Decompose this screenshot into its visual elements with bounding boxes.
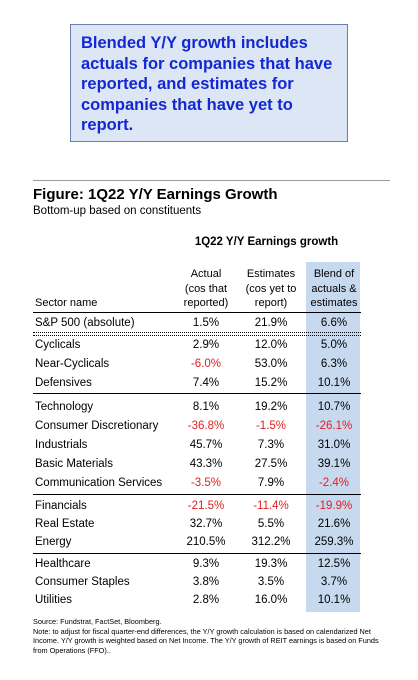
- actual-value: 3.8%: [176, 573, 236, 592]
- estimate-value: 7.3%: [240, 436, 302, 455]
- blend-value: 39.1%: [307, 455, 361, 474]
- table-row: Technology 8.1% 19.2% 10.7%: [0, 398, 418, 417]
- actual-value: 32.7%: [176, 515, 236, 534]
- table-row: Cyclicals 2.9% 12.0% 5.0%: [0, 336, 418, 355]
- sector-name: Energy: [35, 533, 71, 552]
- estimate-value: 21.9%: [240, 314, 302, 333]
- estimate-value: 19.3%: [240, 555, 302, 574]
- actual-value: -21.5%: [176, 497, 236, 516]
- sector-name: Consumer Staples: [35, 573, 130, 592]
- table-row: Consumer Staples 3.8% 3.5% 3.7%: [0, 573, 418, 592]
- sector-name: Utilities: [35, 591, 72, 610]
- blend-value: 6.3%: [307, 355, 361, 374]
- figure-subtitle: Bottom-up based on constituents: [33, 205, 201, 217]
- group-rule: [33, 494, 361, 495]
- sector-name: Technology: [35, 398, 93, 417]
- actual-value: 8.1%: [176, 398, 236, 417]
- actual-value: 9.3%: [176, 555, 236, 574]
- blend-value: 10.7%: [307, 398, 361, 417]
- blend-value: -2.4%: [307, 474, 361, 493]
- table-row: Financials -21.5% -11.4% -19.9%: [0, 497, 418, 516]
- blend-value: 6.6%: [307, 314, 361, 333]
- sector-name: S&P 500 (absolute): [35, 314, 135, 333]
- table-row: Real Estate 32.7% 5.5% 21.6%: [0, 515, 418, 534]
- table-row: Near-Cyclicals -6.0% 53.0% 6.3%: [0, 355, 418, 374]
- header-actual: Actual (cos that reported): [176, 267, 236, 311]
- table-row: Defensives 7.4% 15.2% 10.1%: [0, 374, 418, 393]
- actual-value: -3.5%: [176, 474, 236, 493]
- header-estimate: Estimates (cos yet to report): [240, 267, 302, 311]
- table-row: Healthcare 9.3% 19.3% 12.5%: [0, 555, 418, 574]
- sector-name: Cyclicals: [35, 336, 80, 355]
- blend-value: 21.6%: [307, 515, 361, 534]
- blend-value: 12.5%: [307, 555, 361, 574]
- header-blend: Blend of actuals & estimates: [307, 267, 361, 311]
- actual-value: 2.9%: [176, 336, 236, 355]
- table-row: Industrials 45.7% 7.3% 31.0%: [0, 436, 418, 455]
- estimate-value: 27.5%: [240, 455, 302, 474]
- estimate-value: 3.5%: [240, 573, 302, 592]
- figure-top-rule: [33, 180, 390, 181]
- callout-box: Blended Y/Y growth includes actuals for …: [70, 24, 348, 142]
- blend-value: 10.1%: [307, 591, 361, 610]
- group-rule: [33, 553, 361, 554]
- table-row: Utilities 2.8% 16.0% 10.1%: [0, 591, 418, 610]
- source-line: Source: Fundstrat, FactSet, Bloomberg.: [33, 617, 383, 627]
- source-note: Source: Fundstrat, FactSet, Bloomberg. N…: [33, 617, 383, 655]
- table-row: Basic Materials 43.3% 27.5% 39.1%: [0, 455, 418, 474]
- estimate-value: 5.5%: [240, 515, 302, 534]
- table-group-title: 1Q22 Y/Y Earnings growth: [173, 236, 360, 248]
- estimate-value: 16.0%: [240, 591, 302, 610]
- blend-value: 3.7%: [307, 573, 361, 592]
- blend-value: 5.0%: [307, 336, 361, 355]
- sector-name: Basic Materials: [35, 455, 113, 474]
- estimate-value: 19.2%: [240, 398, 302, 417]
- callout-text: Blended Y/Y growth includes actuals for …: [81, 34, 332, 134]
- actual-value: 1.5%: [176, 314, 236, 333]
- estimate-value: 12.0%: [240, 336, 302, 355]
- sector-name: Consumer Discretionary: [35, 417, 158, 436]
- blend-value: 10.1%: [307, 374, 361, 393]
- group-rule: [33, 393, 361, 394]
- estimate-value: 312.2%: [240, 533, 302, 552]
- figure-title: Figure: 1Q22 Y/Y Earnings Growth: [33, 186, 278, 203]
- sector-name: Defensives: [35, 374, 92, 393]
- blend-value: 31.0%: [307, 436, 361, 455]
- sector-name: Industrials: [35, 436, 87, 455]
- sector-name: Healthcare: [35, 555, 91, 574]
- actual-value: -36.8%: [176, 417, 236, 436]
- estimate-value: 7.9%: [240, 474, 302, 493]
- sector-name: Real Estate: [35, 515, 94, 534]
- sector-name: Near-Cyclicals: [35, 355, 109, 374]
- actual-value: -6.0%: [176, 355, 236, 374]
- header-sector: Sector name: [35, 297, 97, 309]
- table-row: Communication Services -3.5% 7.9% -2.4%: [0, 474, 418, 493]
- sector-name: Financials: [35, 497, 87, 516]
- actual-value: 45.7%: [176, 436, 236, 455]
- estimate-value: 53.0%: [240, 355, 302, 374]
- table-row: Energy 210.5% 312.2% 259.3%: [0, 533, 418, 552]
- estimate-value: -11.4%: [240, 497, 302, 516]
- table-row: S&P 500 (absolute) 1.5% 21.9% 6.6%: [0, 314, 418, 333]
- actual-value: 43.3%: [176, 455, 236, 474]
- blend-value: 259.3%: [307, 533, 361, 552]
- header-rule: [33, 312, 361, 313]
- estimate-value: -1.5%: [240, 417, 302, 436]
- blend-value: -26.1%: [307, 417, 361, 436]
- actual-value: 2.8%: [176, 591, 236, 610]
- methodology-note: Note: to adjust for fiscal quarter-end d…: [33, 627, 383, 656]
- table-row: Consumer Discretionary -36.8% -1.5% -26.…: [0, 417, 418, 436]
- actual-value: 7.4%: [176, 374, 236, 393]
- actual-value: 210.5%: [176, 533, 236, 552]
- blend-value: -19.9%: [307, 497, 361, 516]
- sector-name: Communication Services: [35, 474, 162, 493]
- estimate-value: 15.2%: [240, 374, 302, 393]
